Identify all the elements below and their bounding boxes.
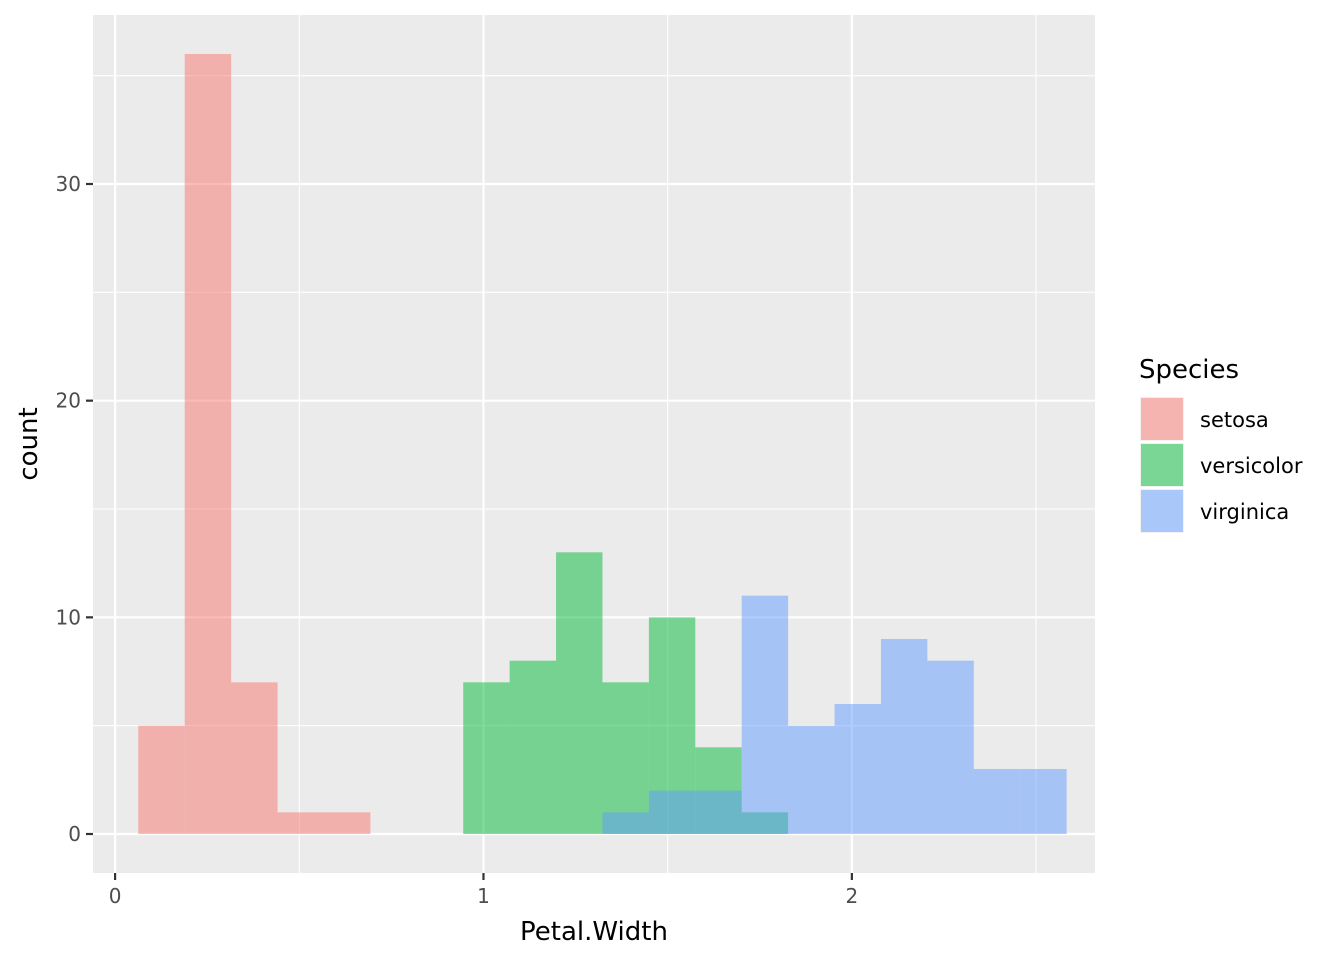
bar-versicolor bbox=[463, 682, 510, 834]
y-axis-title: count bbox=[14, 407, 44, 480]
legend-item-versicolor: versicolor bbox=[1140, 443, 1303, 487]
series-virginica bbox=[602, 595, 1067, 834]
legend-label-setosa: setosa bbox=[1200, 408, 1269, 432]
bar-virginica bbox=[834, 704, 881, 834]
legend-item-virginica: virginica bbox=[1140, 489, 1289, 533]
y-tick-label: 10 bbox=[56, 605, 81, 629]
series-setosa bbox=[138, 54, 371, 834]
legend-label-virginica: virginica bbox=[1200, 500, 1289, 524]
legend-key-versicolor bbox=[1141, 444, 1183, 486]
bar-versicolor bbox=[556, 552, 603, 834]
bar-virginica bbox=[602, 812, 649, 834]
x-tick-label: 0 bbox=[109, 884, 122, 908]
bar-setosa bbox=[323, 812, 371, 834]
bar-setosa bbox=[231, 682, 278, 834]
bar-virginica bbox=[695, 790, 742, 834]
y-tick-label: 0 bbox=[68, 822, 81, 846]
legend-label-versicolor: versicolor bbox=[1200, 454, 1303, 478]
x-tick-label: 1 bbox=[477, 884, 490, 908]
legend-title: Species bbox=[1139, 355, 1239, 385]
bar-virginica bbox=[880, 639, 928, 834]
bar-virginica bbox=[1020, 769, 1067, 834]
y-tick-label: 30 bbox=[56, 172, 81, 196]
bar-virginica bbox=[788, 725, 835, 834]
legend-key-virginica bbox=[1141, 490, 1183, 532]
bar-virginica bbox=[927, 660, 974, 834]
legend-item-setosa: setosa bbox=[1140, 397, 1269, 441]
x-axis-title: Petal.Width bbox=[520, 917, 668, 947]
bar-versicolor bbox=[602, 682, 649, 834]
bar-versicolor bbox=[509, 660, 557, 834]
series-versicolor bbox=[463, 552, 789, 834]
histogram-bars bbox=[138, 54, 1067, 834]
y-tick-label: 20 bbox=[56, 389, 81, 413]
bar-setosa bbox=[184, 54, 232, 834]
legend: Species setosa versicolor virginica bbox=[1139, 355, 1303, 533]
x-tick-label: 2 bbox=[846, 884, 859, 908]
legend-key-setosa bbox=[1141, 398, 1183, 440]
bar-virginica bbox=[648, 790, 696, 834]
bar-setosa bbox=[138, 725, 185, 834]
bar-virginica bbox=[741, 595, 789, 834]
bar-virginica bbox=[973, 769, 1021, 834]
bar-setosa bbox=[277, 812, 324, 834]
